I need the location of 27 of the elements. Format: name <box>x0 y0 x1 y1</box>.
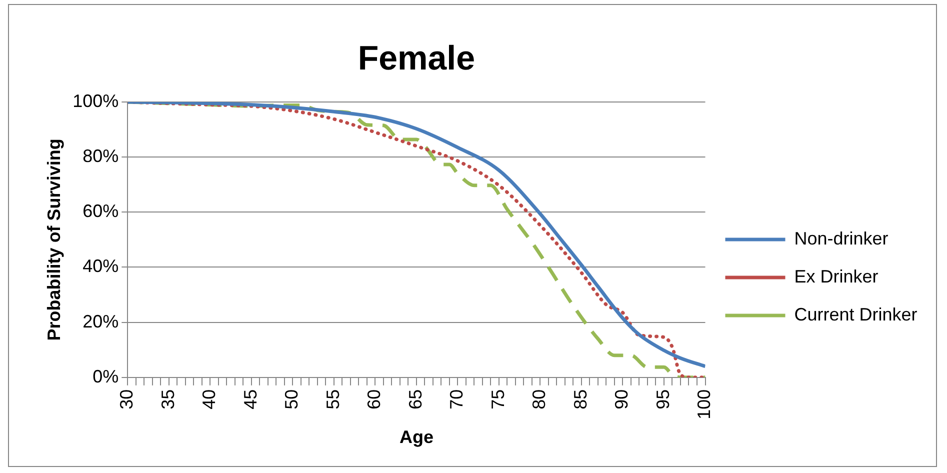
x-tick-label: 35 <box>158 389 178 410</box>
x-tick-label: 100 <box>694 389 714 420</box>
x-tick-label: 80 <box>529 389 550 410</box>
y-tick-label: 20% <box>82 311 119 332</box>
y-tick-label: 40% <box>82 256 119 276</box>
y-axis-title: Probability of Surviving <box>44 138 64 341</box>
legend-label: Non-drinker <box>794 228 888 248</box>
chart-title: Female <box>358 39 476 78</box>
x-tick-label: 90 <box>612 389 632 410</box>
legend-label: Current Drinker <box>794 304 918 324</box>
y-tick-label: 80% <box>82 146 119 166</box>
x-tick-label: 45 <box>240 389 260 410</box>
x-tick-label: 40 <box>199 389 220 410</box>
y-tick-label: 0% <box>92 366 119 386</box>
x-tick-label: 95 <box>652 389 673 410</box>
x-tick-label: 70 <box>446 389 467 410</box>
x-tick-label: 60 <box>364 389 384 410</box>
x-tick-label: 65 <box>405 389 426 410</box>
x-tick-label: 30 <box>116 389 137 410</box>
x-tick-label: 50 <box>282 389 302 410</box>
legend-label: Ex Drinker <box>794 266 878 286</box>
x-axis-title: Age <box>399 427 434 448</box>
x-tick-label: 55 <box>322 389 343 410</box>
y-tick-label: 60% <box>82 201 119 222</box>
x-tick-label: 75 <box>488 389 508 410</box>
x-tick-label: 85 <box>570 389 590 410</box>
y-tick-label: 100% <box>72 90 119 111</box>
